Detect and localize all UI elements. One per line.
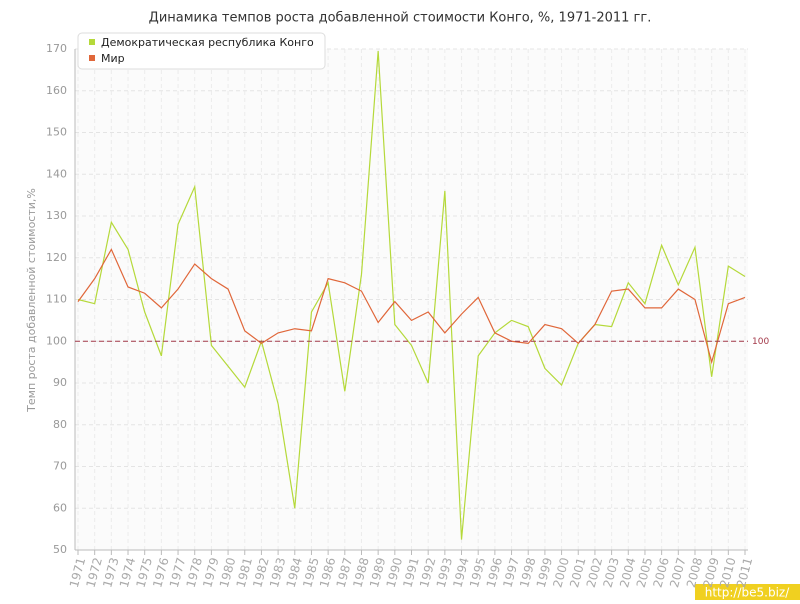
chart-title: Динамика темпов роста добавленной стоимо… [149,11,652,26]
y-tick-label: 110 [46,293,67,306]
legend-marker [89,55,95,61]
y-tick-label: 140 [46,167,67,180]
y-tick-label: 100 [46,334,67,347]
y-tick-label: 170 [46,42,67,55]
legend-marker [89,39,95,45]
y-tick-label: 80 [53,418,67,431]
y-axis-title: Темп роста добавленной стоимости,% [25,188,38,413]
watermark: http://be5.biz/ [705,586,790,600]
y-tick-label: 50 [53,543,67,556]
y-tick-label: 150 [46,126,67,139]
y-tick-label: 60 [53,501,67,514]
legend-box [77,32,326,70]
reference-label: 100 [752,337,769,347]
y-tick-label: 70 [53,460,67,473]
y-tick-label: 160 [46,84,67,97]
legend-label: Демократическая республика Конго [101,36,314,49]
y-tick-label: 130 [46,209,67,222]
legend [77,32,326,70]
watermark-bg [695,584,800,600]
legend-label: Мир [101,52,125,65]
series-line [77,51,746,540]
y-tick-label: 90 [53,376,67,389]
series-line [77,248,746,365]
y-tick-label: 120 [46,251,67,264]
